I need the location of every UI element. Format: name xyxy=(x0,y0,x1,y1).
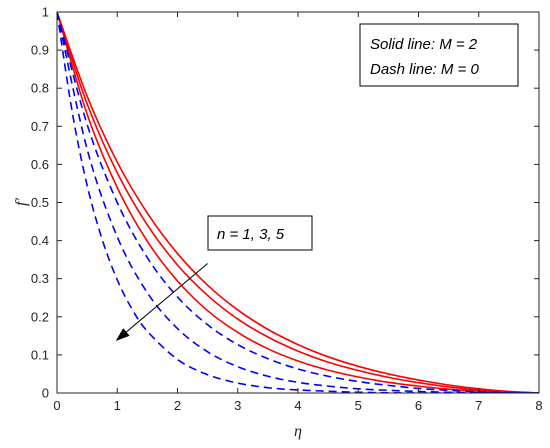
solid-series-line-1 xyxy=(57,12,539,393)
y-tick-label: 0.8 xyxy=(31,81,49,96)
x-tick-label: 3 xyxy=(234,398,241,413)
x-tick-label: 6 xyxy=(415,398,422,413)
dash-series-line-6 xyxy=(57,12,539,393)
x-tick-label: 2 xyxy=(174,398,181,413)
y-tick-label: 0 xyxy=(42,386,49,401)
x-tick-label: 7 xyxy=(475,398,482,413)
y-tick-label: 0.2 xyxy=(31,309,49,324)
legend-dash-text: Dash line: M = 0 xyxy=(370,61,479,78)
y-tick-label: 1 xyxy=(42,5,49,20)
annotation-frame xyxy=(207,215,313,251)
y-tick-label: 0.6 xyxy=(31,157,49,172)
solid-series-line-2 xyxy=(57,12,539,393)
series-group xyxy=(57,12,539,393)
y-tick-label: 0.3 xyxy=(31,271,49,286)
x-tick-label: 1 xyxy=(114,398,121,413)
plot-frame xyxy=(56,11,540,394)
x-tick-label: 4 xyxy=(294,398,301,413)
legend-solid-text: Solid line: M = 2 xyxy=(370,36,478,53)
y-tick-label: 0.9 xyxy=(31,43,49,58)
dash-series-line-4 xyxy=(57,12,539,393)
x-tick-label: 8 xyxy=(535,398,542,413)
solid-series-line-3 xyxy=(57,12,539,393)
x-tick-label: 5 xyxy=(355,398,362,413)
annotation-arrow xyxy=(115,263,208,341)
y-tick-label: 0.4 xyxy=(31,233,49,248)
tick-group: 0 1 2 3 4 5 6 7 8 0 0.1 0.2 0.3 0.4 0.5 0.6 0.7 0.8 0.9 1 xyxy=(31,5,543,414)
y-tick-label: 0.5 xyxy=(31,195,49,210)
legend-frame xyxy=(359,23,519,87)
y-axis-label: f' xyxy=(13,197,30,205)
annotation-text: n = 1, 3, 5 xyxy=(217,226,285,243)
dash-series-line-5 xyxy=(57,12,539,393)
annotation: n = 1, 3, 5 xyxy=(115,215,313,341)
x-axis-label: η xyxy=(294,423,302,440)
legend-box: Solid line: M = 2 Dash line: M = 0 xyxy=(359,23,519,87)
y-tick-label: 0.7 xyxy=(31,119,49,134)
y-tick-label: 0.1 xyxy=(31,347,49,362)
x-tick-label: 0 xyxy=(53,398,60,413)
